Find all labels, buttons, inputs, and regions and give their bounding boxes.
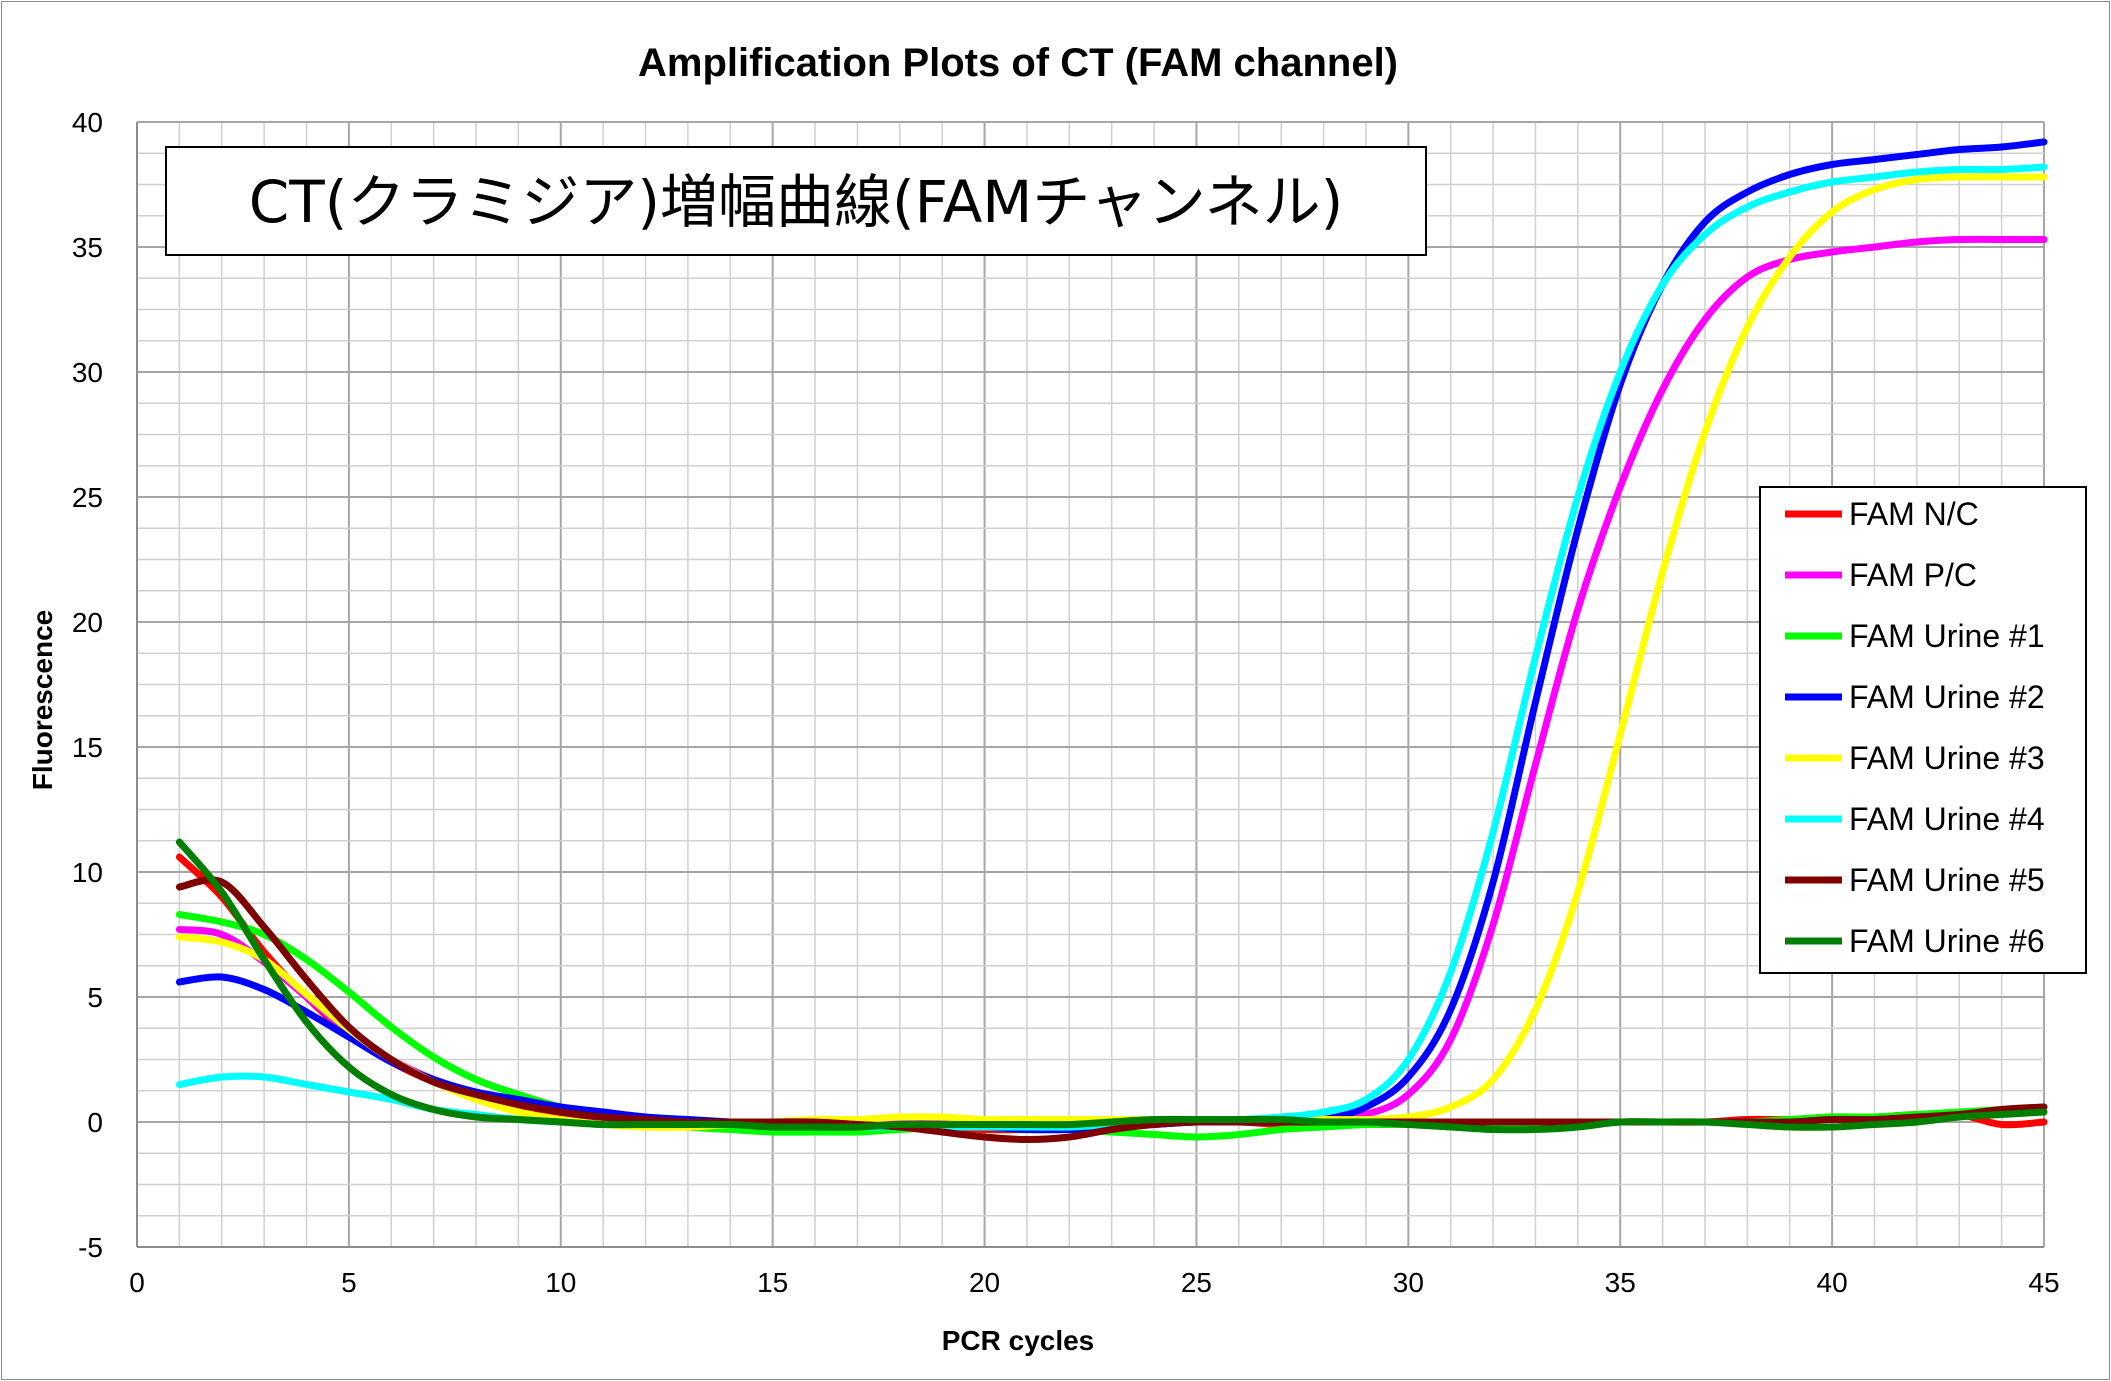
series-line-fam-urine-6 xyxy=(175,838,2048,1134)
legend-label: FAM Urine #6 xyxy=(1849,923,2045,959)
x-tick-label: 45 xyxy=(2028,1267,2059,1298)
legend-label: FAM Urine #4 xyxy=(1849,801,2045,837)
y-tick-label: 20 xyxy=(72,607,103,638)
x-tick-label: 15 xyxy=(757,1267,788,1298)
annotation-box: CT(クラミジア)増幅曲線(FAMチャンネル) xyxy=(165,146,1427,256)
y-axis-label: Fluorescence xyxy=(27,610,58,791)
x-tick-label: 30 xyxy=(1393,1267,1424,1298)
annotation-frame xyxy=(165,146,1427,256)
x-axis-label: PCR cycles xyxy=(942,1325,1095,1356)
y-tick-label: 5 xyxy=(87,982,103,1013)
x-tick-label: 35 xyxy=(1605,1267,1636,1298)
y-tick-label: 25 xyxy=(72,482,103,513)
x-tick-label: 20 xyxy=(969,1267,1000,1298)
y-tick-label: 30 xyxy=(72,357,103,388)
y-tick-label: 15 xyxy=(72,732,103,763)
legend-label: FAM Urine #5 xyxy=(1849,862,2045,898)
x-tick-label: 40 xyxy=(1817,1267,1848,1298)
x-tick-label: 10 xyxy=(545,1267,576,1298)
legend-label: FAM P/C xyxy=(1849,557,1977,593)
annotation-text: CT(クラミジア)増幅曲線(FAMチャンネル) xyxy=(249,168,1343,236)
tick-labels: 0 5 10 15 20 25 30 35 40 45 -5 0 5 10 15 20 25 30 35 40 xyxy=(72,107,2060,1298)
x-tick-label: 0 xyxy=(129,1267,145,1298)
legend-label: FAM Urine #3 xyxy=(1849,740,2045,776)
legend-label: FAM Urine #2 xyxy=(1849,679,2045,715)
y-tick-label: 10 xyxy=(72,857,103,888)
x-tick-label: 25 xyxy=(1181,1267,1212,1298)
y-tick-label: 35 xyxy=(72,232,103,263)
legend-frame xyxy=(1759,486,2087,974)
y-tick-label: 40 xyxy=(72,107,103,138)
legend: FAM N/C FAM P/C FAM Urine #1 FAM Urine #2 FA… xyxy=(1759,486,2087,974)
chart-title: Amplification Plots of CT (FAM channel) xyxy=(638,41,1398,85)
legend-label: FAM Urine #1 xyxy=(1849,618,2045,654)
legend-label: FAM N/C xyxy=(1849,496,1979,532)
y-tick-label: -5 xyxy=(78,1232,103,1263)
x-tick-label: 5 xyxy=(341,1267,357,1298)
series-lines xyxy=(175,138,2048,1143)
y-tick-label: 0 xyxy=(87,1107,103,1138)
